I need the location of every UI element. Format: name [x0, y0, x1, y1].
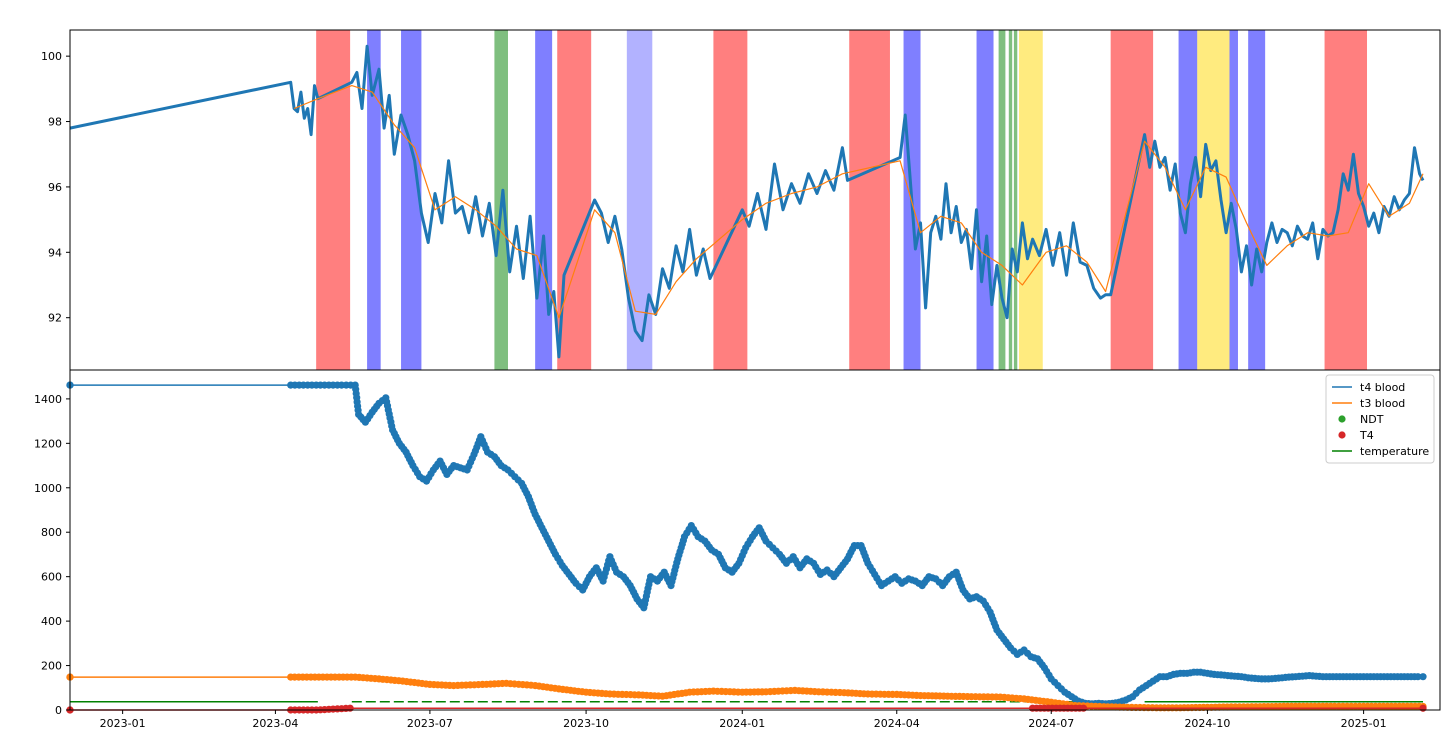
raw-series-line: [69, 44, 1425, 359]
x-tick-label: 2024-04: [874, 717, 920, 730]
t4-blood-point: [1419, 673, 1427, 681]
y-tick-label: 1400: [34, 393, 62, 406]
y-tick-label: 1000: [34, 482, 62, 495]
x-tick-label: 2024-07: [1028, 717, 1074, 730]
shaded-band: [367, 30, 381, 370]
y-tick-label: 200: [41, 660, 62, 673]
bottom-chart-frame: [69, 369, 1441, 711]
bottom-chart-series: [66, 381, 1427, 714]
y-tick-label: 600: [41, 571, 62, 584]
y-tick-label: 96: [48, 181, 62, 194]
legend-label: t3 blood: [1360, 397, 1405, 410]
x-tick-label: 2024-10: [1184, 717, 1230, 730]
x-tick-label: 2023-10: [563, 717, 609, 730]
y-tick-label: 100: [41, 50, 62, 63]
y-tick-label: 1200: [34, 437, 62, 450]
y-tick-label: 0: [55, 704, 62, 717]
shaded-band: [1013, 30, 1018, 370]
shaded-band: [976, 30, 994, 370]
legend-box: [1325, 374, 1435, 464]
y-tick-label: 92: [48, 312, 62, 325]
bottom-chart-x-axis: 2023-01 2023-04 2023-07 2023-10 2024-01 2024-…: [100, 710, 1387, 730]
shaded-band: [849, 30, 890, 370]
x-tick-label: 2023-04: [252, 717, 298, 730]
y-tick-label: 400: [41, 615, 62, 628]
shaded-band: [998, 30, 1006, 370]
y-tick-label: 800: [41, 526, 62, 539]
shaded-band: [401, 30, 422, 370]
t4-point: [1079, 704, 1088, 712]
x-tick-label: 2024-01: [719, 717, 765, 730]
legend-label: NDT: [1360, 413, 1384, 426]
shaded-band: [1018, 30, 1043, 370]
shaded-band: [1008, 30, 1013, 370]
t4-point: [1419, 704, 1427, 712]
bottom-chart-y-axis: 0 200 400 600 800 1000 1200 1400: [34, 393, 70, 717]
shaded-band: [713, 30, 748, 370]
top-chart-series: [69, 44, 1425, 359]
t4-point: [346, 704, 354, 712]
shaded-band: [316, 30, 351, 370]
top-chart: 92 94 96 98 100: [41, 29, 1441, 371]
x-tick-label: 2025-01: [1341, 717, 1387, 730]
shaded-band: [1248, 30, 1266, 370]
x-tick-label: 2023-01: [100, 717, 146, 730]
y-tick-label: 94: [48, 246, 62, 259]
legend: t4 blood t3 blood NDT T4 temperature: [1325, 374, 1435, 464]
x-tick-label: 2023-07: [407, 717, 453, 730]
bottom-chart: 0 200 400 600 800 1000 1200 1400 2023-01 2023-04…: [34, 369, 1441, 730]
legend-label: T4: [1359, 429, 1374, 442]
t4-blood-point: [1414, 673, 1422, 681]
y-tick-label: 98: [48, 116, 62, 129]
top-chart-y-axis: 92 94 96 98 100: [41, 50, 70, 325]
legend-swatch: [1338, 431, 1346, 439]
shaded-band: [1197, 30, 1230, 370]
shaded-band: [535, 30, 553, 370]
legend-label: t4 blood: [1360, 381, 1405, 394]
legend-swatch: [1338, 415, 1346, 423]
legend-label: temperature: [1360, 445, 1429, 458]
smoothed-series-line: [293, 84, 1424, 319]
shaded-band: [626, 30, 653, 370]
shaded-band: [1229, 30, 1238, 370]
